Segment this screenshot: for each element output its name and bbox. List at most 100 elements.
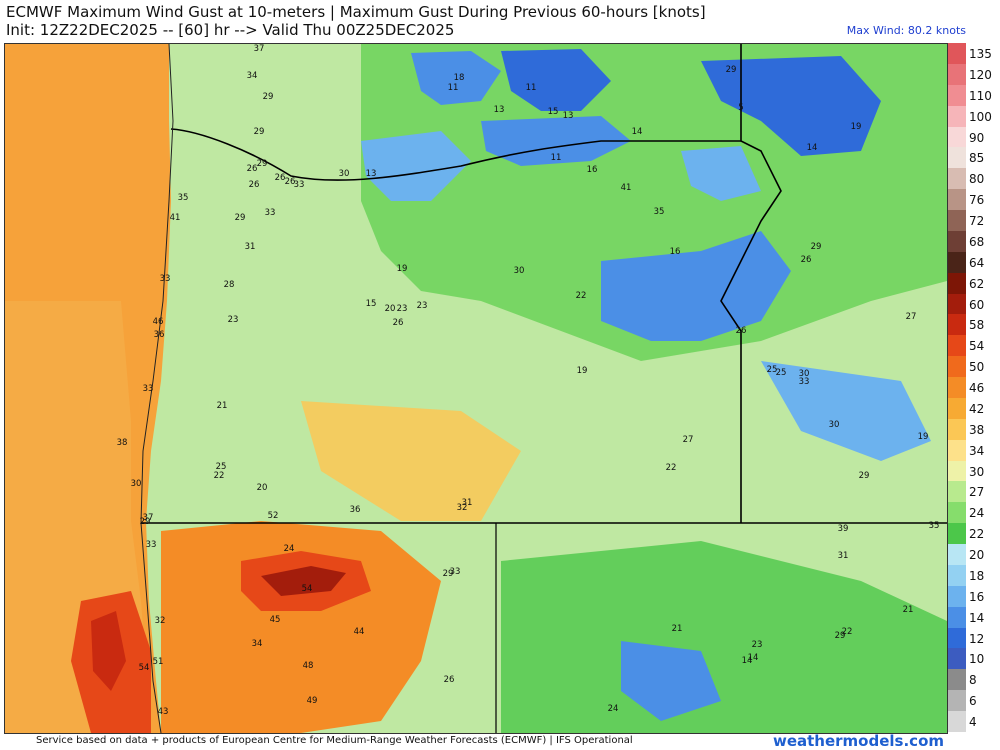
legend-swatch [948,147,966,169]
station-gust-value: 31 [462,498,473,508]
station-gust-value: 19 [397,264,408,274]
station-gust-value: 51 [153,657,164,667]
legend-entry: 72 [948,210,996,231]
station-gust-value: 37 [143,513,154,523]
legend-label: 42 [969,401,985,416]
legend-swatch [948,293,966,315]
legend-entry: 110 [948,84,996,106]
station-gust-value: 26 [736,326,747,336]
legend-swatch [948,711,966,732]
station-gust-value: 26 [275,173,286,183]
zone-southwest-high [161,521,441,733]
legend-label: 27 [969,485,985,500]
legend-entry: 76 [948,189,996,211]
station-gust-value: 19 [577,366,588,376]
legend-label: 76 [969,193,985,208]
legend-swatch [948,314,966,336]
legend-entry: 50 [948,356,996,378]
station-gust-value: 23 [228,315,239,325]
legend-label: 24 [969,506,985,521]
map-subtitle: Init: 12Z22DEC2025 -- [60] hr --> Valid … [6,21,455,39]
station-gust-value: 33 [450,567,461,577]
station-gust-value: 28 [224,280,235,290]
station-gust-value: 14 [632,127,643,137]
zone-blue-2 [501,49,611,111]
station-gust-value: 30 [131,479,142,489]
station-gust-value: 16 [587,165,598,175]
legend-swatch [948,84,966,106]
station-gust-value: 29 [443,569,454,579]
legend-entry: 6 [948,690,996,712]
station-gust-value: 22 [214,471,225,481]
legend-label: 18 [969,568,985,583]
legend-entry: 60 [948,293,996,315]
legend-swatch [948,105,966,127]
state-border-wa-or [170,128,741,181]
station-gust-value: 14 [748,653,759,663]
station-gust-value: 30 [829,420,840,430]
station-gust-value: 26 [247,164,258,174]
zone-southeast-green [501,541,947,733]
legend-swatch [948,648,966,670]
station-gust-value: 22 [666,463,677,473]
legend-swatch [948,377,966,398]
legend-swatch [948,230,966,252]
station-gust-value: 41 [621,183,632,193]
zone-blue-3 [361,131,471,201]
legend-label: 34 [969,443,985,458]
footer-credit: Service based on data + products of Euro… [36,735,633,746]
station-gust-value: 33 [799,377,810,387]
station-gust-value: 31 [838,551,849,561]
legend-swatch [948,335,966,357]
station-gust-value: 23 [417,301,428,311]
map-title: ECMWF Maximum Wind Gust at 10-meters | M… [6,3,706,21]
legend-label: 20 [969,548,985,563]
zone-orange-mid [301,401,521,521]
station-gust-value: 30 [339,169,350,179]
station-gust-value: 15 [366,299,377,309]
station-gust-value: 29 [835,631,846,641]
legend-label: 80 [969,172,985,187]
station-gust-value: 35 [654,207,665,217]
zone-southwest-peak [261,566,346,596]
brand-link[interactable]: weathermodels.com [772,732,944,750]
legend-label: 64 [969,255,985,270]
station-gust-value: 11 [526,83,537,93]
station-gust-value: 27 [906,312,917,322]
legend-entry: 38 [948,418,996,440]
legend-label: 6 [969,694,977,709]
legend-entry: 64 [948,251,996,273]
legend-swatch [948,43,966,64]
station-gust-value: 16 [670,247,681,257]
legend-entry: 14 [948,606,996,628]
legend-swatch [948,585,966,607]
wind-gust-map[interactable]: 37 34 29 18 11 11 13 15 13 29 5 19 14 14 29 29 26 26 26 33 3… [4,43,948,734]
legend-entry: 100 [948,105,996,127]
legend-swatch [948,669,966,691]
legend-swatch [948,481,966,503]
legend-swatch [948,564,966,586]
legend-swatch [948,397,966,419]
station-gust-value: 26 [249,180,260,190]
station-gust-value: 41 [170,213,181,223]
legend-label: 54 [969,339,985,354]
legend-label: 4 [969,715,977,730]
legend-entry: 85 [948,147,996,169]
station-gust-value: 29 [859,471,870,481]
legend-entry: 10 [948,648,996,670]
legend-entry: 62 [948,272,996,294]
legend-entry: 27 [948,481,996,503]
station-gust-value: 33 [160,274,171,284]
station-gust-value: 34 [252,639,263,649]
zone-east-blue [761,361,931,461]
station-gust-value: 43 [158,707,169,717]
legend-entry: 135 [948,43,996,64]
legend-label: 38 [969,422,985,437]
legend-entry: 30 [948,460,996,482]
zone-southeast-blue [621,641,721,721]
legend-label: 14 [969,610,985,625]
legend-label: 120 [969,67,992,82]
station-gust-value: 20 [385,304,396,314]
legend-label: 100 [969,109,992,124]
